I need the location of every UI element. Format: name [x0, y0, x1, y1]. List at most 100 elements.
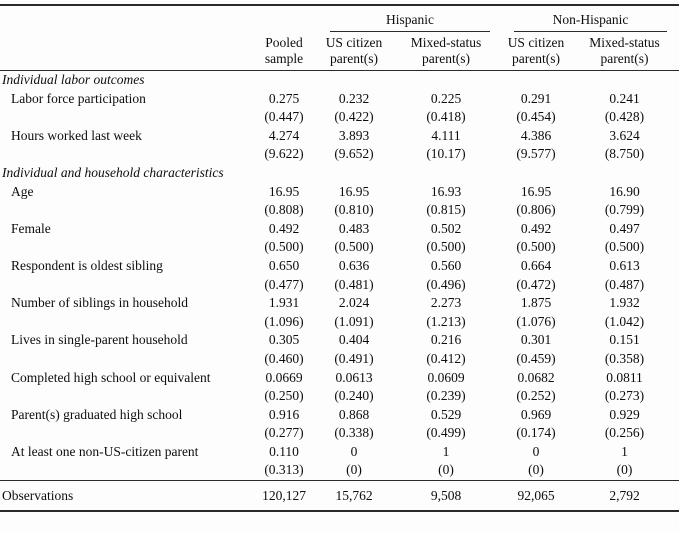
mean-cell: 0.225 — [430, 90, 462, 106]
observations-value-hispanic-mixed-status: 9,508 — [390, 480, 502, 512]
variable-mean-row: Lives in single-parent household 0.305 0.4… — [0, 331, 679, 350]
variable-mean-row: Age 16.95 16.95 16.93 16.95 16.90 — [0, 183, 679, 202]
variable-mean-row: Hours worked last week 4.274 3.893 4.111 4.3… — [0, 127, 679, 146]
section-header-row: Individual labor outcomes — [0, 71, 679, 90]
sd-cell: (0.496) — [426, 276, 466, 292]
mean-cell: 0.560 — [430, 257, 462, 273]
col-header-hispanic-mixed-status: Mixed-status parent(s) — [390, 32, 502, 71]
sd-cell: (0.810) — [334, 202, 374, 218]
sd-cell: (0.239) — [426, 388, 466, 404]
sd-cell: (0.412) — [426, 350, 466, 366]
mean-cell: 0.241 — [609, 90, 640, 106]
mean-cell: 1 — [621, 443, 628, 459]
sd-cell: (1.076) — [516, 313, 556, 329]
observations-value-non-hispanic-mixed-status: 2,792 — [570, 480, 679, 512]
mean-cell: 0.497 — [609, 220, 640, 236]
row-label-empty — [0, 145, 250, 164]
column-group-row: Hispanic Non-Hispanic — [0, 5, 679, 32]
variable-mean-row: At least one non-US-citizen parent 0.110 0… — [0, 443, 679, 462]
observations-value-pooled: 120,127 — [250, 480, 318, 512]
sd-cell: (1.213) — [426, 313, 466, 329]
sd-cell: (8.750) — [604, 146, 645, 162]
col-header-non-hispanic-us-citizen: US citizen parent(s) — [502, 32, 570, 71]
mean-cell: 0.492 — [520, 220, 552, 236]
sd-cell: (0) — [346, 462, 362, 478]
mean-cell: 3.893 — [338, 127, 370, 143]
sd-cell: (0.277) — [264, 425, 304, 441]
sd-cell: (9.577) — [516, 146, 556, 162]
sd-cell: (0.460) — [264, 350, 304, 366]
row-label-empty — [0, 238, 250, 257]
row-label: Labor force participation — [11, 90, 146, 106]
sd-cell: (0.240) — [334, 388, 374, 404]
variable-mean-row: Labor force participation 0.275 0.232 0.225… — [0, 90, 679, 109]
sd-cell: (0.454) — [516, 109, 556, 125]
mean-cell: 1.875 — [520, 295, 552, 311]
mean-cell: 3.624 — [609, 127, 640, 143]
col-header-hispanic-us-citizen: US citizen parent(s) — [318, 32, 390, 71]
sd-cell: (1.091) — [334, 313, 374, 329]
summary-statistics-table: Hispanic Non-Hispanic Pooled sample US c… — [0, 4, 679, 513]
mean-cell: 0 — [350, 443, 358, 459]
variable-sd-row: (0.808) (0.810) (0.815) (0.806) (0.799) — [0, 201, 679, 220]
sd-cell: (0.500) — [426, 239, 466, 255]
variable-sd-row: (0.460) (0.491) (0.412) (0.459) (0.358) — [0, 350, 679, 369]
sd-cell: (0.806) — [516, 202, 556, 218]
row-label-empty — [0, 424, 250, 443]
mean-cell: 1.931 — [268, 295, 300, 311]
mean-cell: 0.305 — [268, 332, 300, 348]
mean-cell: 0.275 — [268, 90, 300, 106]
mean-cell: 0.404 — [338, 332, 370, 348]
row-label-header-empty — [0, 32, 250, 71]
sd-cell: (0.256) — [604, 425, 645, 441]
sd-cell: (0) — [616, 462, 633, 478]
variable-mean-row: Parent(s) graduated high school 0.916 0.86… — [0, 406, 679, 425]
sd-cell: (0.487) — [604, 276, 645, 292]
column-header-row: Pooled sample US citizen parent(s) Mixed… — [0, 32, 679, 71]
row-label-empty — [0, 350, 250, 369]
sd-cell: (1.042) — [604, 313, 645, 329]
variable-mean-row: Female 0.492 0.483 0.502 0.492 0.497 — [0, 220, 679, 239]
mean-cell: 16.93 — [430, 183, 462, 199]
sd-cell: (0.500) — [604, 239, 645, 255]
mean-cell: 0.151 — [609, 332, 640, 348]
observations-value-hispanic-us-citizen: 15,762 — [318, 480, 390, 512]
sd-cell: (0.500) — [264, 239, 304, 255]
variable-sd-row: (9.622) (9.652) (10.17) (9.577) (8.750) — [0, 145, 679, 164]
variable-mean-row: Respondent is oldest sibling 0.650 0.636 0.… — [0, 257, 679, 276]
sd-cell: (0.447) — [264, 109, 304, 125]
sd-cell: (1.096) — [264, 313, 304, 329]
section-header-row: Individual and household characteristics — [0, 164, 679, 183]
mean-cell: 4.386 — [520, 127, 552, 143]
sd-cell: (0.428) — [604, 109, 645, 125]
row-label: Parent(s) graduated high school — [11, 406, 183, 422]
sd-cell: (0.472) — [516, 276, 556, 292]
sd-cell: (0.500) — [334, 239, 374, 255]
observations-value-non-hispanic-us-citizen: 92,065 — [502, 480, 570, 512]
variable-sd-row: (0.313) (0) (0) (0) (0) — [0, 461, 679, 480]
row-label: At least one non-US-citizen parent — [11, 443, 199, 459]
observations-label: Observations — [0, 480, 250, 512]
sd-cell: (0.481) — [334, 276, 374, 292]
variable-mean-row: Number of siblings in household 1.931 2.02… — [0, 294, 679, 313]
mean-cell: 0.110 — [269, 443, 299, 459]
row-label-empty — [0, 276, 250, 295]
mean-cell: 0.650 — [268, 257, 300, 273]
mean-cell: 0.529 — [430, 406, 462, 422]
sd-cell: (0) — [438, 462, 454, 478]
corner-empty-cell — [0, 5, 250, 32]
col-group-non-hispanic: Non-Hispanic — [502, 5, 679, 32]
row-label-empty — [0, 313, 250, 332]
mean-cell: 0.0811 — [606, 369, 643, 385]
mean-cell: 0.636 — [338, 257, 370, 273]
col-group-hispanic: Hispanic — [318, 5, 502, 32]
sd-cell: (0.273) — [604, 388, 645, 404]
mean-cell: 0 — [532, 443, 540, 459]
mean-cell: 16.95 — [520, 183, 552, 199]
variable-sd-row: (0.477) (0.481) (0.496) (0.472) (0.487) — [0, 276, 679, 295]
sd-cell: (0.491) — [334, 350, 374, 366]
row-label-empty — [0, 387, 250, 406]
mean-cell: 4.274 — [268, 127, 300, 143]
col-header-non-hispanic-mixed-status: Mixed-status parent(s) — [570, 32, 679, 71]
sd-cell: (0.500) — [516, 239, 556, 255]
